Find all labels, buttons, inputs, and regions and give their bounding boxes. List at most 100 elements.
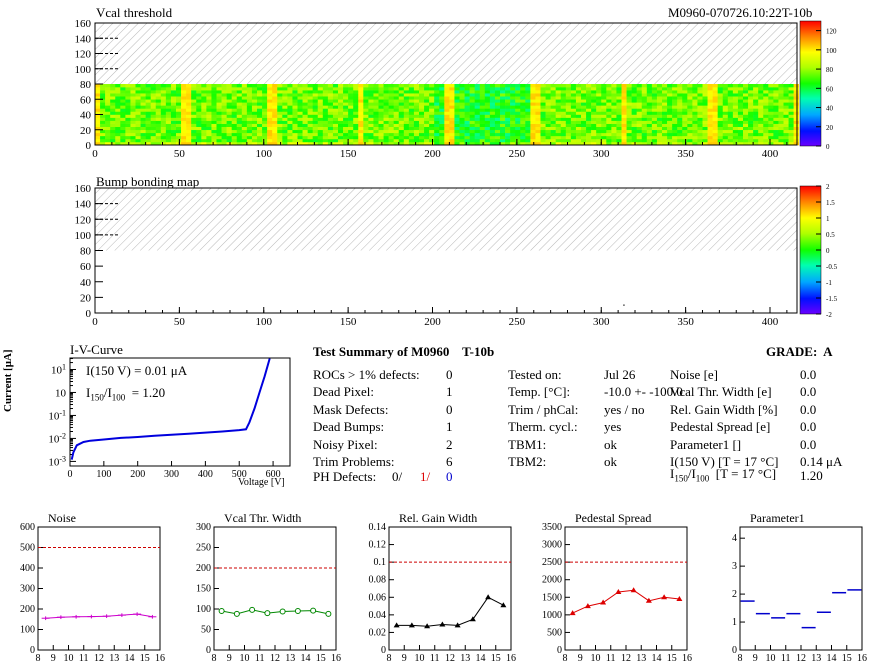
map-pixel: [783, 96, 789, 100]
map-pixel: [596, 105, 602, 109]
map-pixel: [105, 111, 111, 115]
map-pixel: [95, 99, 101, 103]
plot-x-tick-label: 12: [270, 653, 280, 664]
map-pixel: [586, 126, 592, 131]
map-pixel: [368, 90, 374, 94]
map-pixel: [581, 111, 587, 115]
map-pixel: [251, 138, 258, 143]
map-pixel: [277, 135, 283, 140]
map-pixel: [575, 90, 582, 94]
map-pixel: [332, 105, 339, 109]
map-pixel: [246, 114, 253, 118]
map-pixel: [692, 129, 698, 134]
iv-y-tick-label: 101: [51, 362, 66, 376]
map-pixel: [520, 90, 526, 94]
map-pixel: [206, 111, 212, 115]
map-pixel: [636, 93, 643, 97]
map-pixel: [474, 84, 481, 88]
map-pixel: [611, 96, 617, 100]
plot-y-tick-label: 150: [196, 584, 211, 595]
map-pixel: [312, 111, 319, 115]
map-pixel: [155, 114, 162, 118]
map-pixel: [196, 90, 202, 94]
map-pixel: [206, 99, 212, 103]
map-pixel: [626, 132, 632, 137]
map-pixel: [591, 141, 597, 146]
map-pixel: [489, 87, 496, 91]
map-pixel: [413, 84, 420, 88]
map-pixel: [246, 135, 253, 140]
map-pixel: [226, 93, 232, 97]
summary-right-value: 0.0: [800, 367, 817, 382]
map-pixel: [393, 99, 400, 103]
map-pixel: [651, 129, 658, 134]
map-pixel: [327, 102, 334, 106]
map-pixel: [277, 102, 283, 106]
map-pixel: [236, 129, 243, 134]
map-pixel: [748, 99, 754, 103]
map-pixel: [672, 117, 678, 121]
map-y-tick-label: 40: [80, 277, 92, 289]
map-pixel: [297, 84, 303, 88]
map-pixel: [211, 129, 217, 134]
map-y-tick-label: 160: [75, 183, 92, 195]
map-pixel: [540, 111, 546, 115]
map-pixel: [702, 129, 708, 134]
map-pixel: [591, 132, 597, 137]
map-pixel: [444, 102, 450, 106]
map-pixel: [712, 99, 718, 103]
map-pixel: [287, 105, 293, 109]
map-pixel: [338, 126, 344, 131]
map-pixel: [95, 123, 101, 127]
map-pixel: [783, 135, 789, 140]
map-pixel: [110, 117, 116, 121]
map-pixel: [682, 123, 688, 127]
map-pixel: [343, 126, 349, 131]
map-pixel: [105, 87, 111, 91]
map-pixel: [434, 129, 440, 134]
map-pixel: [241, 114, 248, 118]
map-pixel: [424, 93, 430, 97]
map-pixel: [287, 141, 293, 146]
map-pixel: [125, 111, 131, 115]
map-pixel: [272, 84, 278, 88]
map-pixel: [459, 96, 465, 100]
map-pixel: [241, 132, 248, 137]
map-pixel: [687, 126, 693, 131]
map-pixel: [677, 84, 683, 88]
map-pixel: [525, 114, 531, 118]
map-pixel: [717, 114, 724, 118]
map-pixel: [135, 102, 141, 106]
map-pixel: [267, 99, 273, 103]
map-pixel: [140, 93, 146, 97]
map-pixel: [150, 111, 157, 115]
map-pixel: [596, 93, 602, 97]
map-pixel: [130, 132, 136, 137]
map-pixel: [788, 87, 794, 91]
map-pixel: [368, 135, 374, 140]
map-pixel: [226, 96, 232, 100]
map-pixel: [186, 141, 192, 146]
map-pixel: [115, 135, 121, 140]
map-pixel: [419, 90, 425, 94]
map-pixel: [115, 93, 121, 97]
iv-series-line: [70, 358, 271, 460]
map-pixel: [626, 108, 632, 112]
map-pixel: [606, 123, 612, 127]
map-pixel: [297, 114, 303, 118]
map-pixel: [596, 120, 602, 124]
map-pixel: [272, 135, 278, 140]
map-pixel: [262, 102, 268, 106]
map-pixel: [424, 141, 430, 146]
map-pixel: [105, 129, 111, 134]
map-pixel: [317, 132, 324, 137]
map-pixel: [560, 99, 567, 103]
map-pixel: [135, 96, 141, 100]
map-pixel: [332, 108, 339, 112]
map-pixel: [312, 87, 319, 91]
map-pixel: [327, 135, 334, 140]
map-pixel: [181, 99, 187, 103]
map-pixel: [555, 120, 562, 124]
map-pixel: [332, 129, 339, 134]
